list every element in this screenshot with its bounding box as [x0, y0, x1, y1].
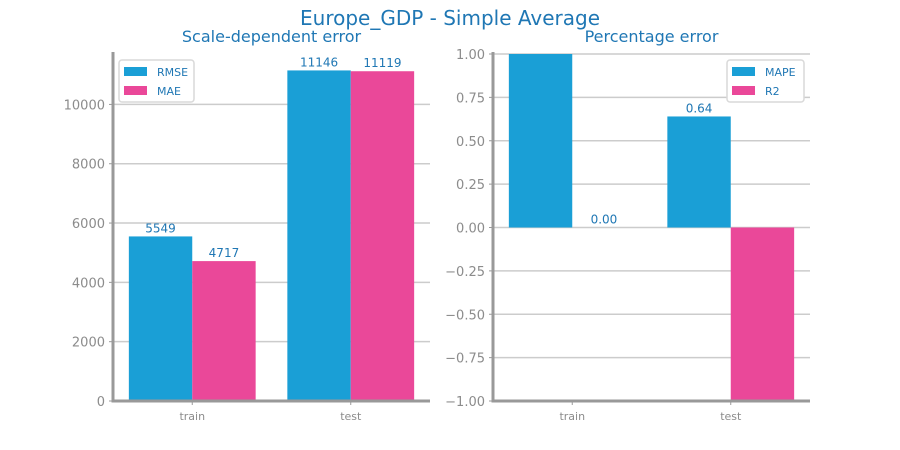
y-tick-label: −0.75: [445, 352, 485, 367]
legend-entry: R2: [765, 85, 780, 98]
data-label: 0.00: [591, 213, 618, 227]
legend-entry: RMSE: [157, 66, 188, 79]
legend-entry: MAE: [157, 85, 181, 98]
bar-r2-test: [730, 227, 795, 401]
y-tick-label: 0.50: [456, 135, 485, 150]
y-tick-label: 0.25: [456, 178, 485, 193]
data-label: 11146: [300, 55, 338, 69]
chart-title: Percentage error: [585, 27, 719, 46]
bar-mape-test: [667, 116, 731, 228]
x-tick-label: train: [559, 410, 585, 423]
data-label: 0.64: [686, 101, 713, 115]
y-tick-label: −0.25: [445, 265, 485, 280]
data-label: 11119: [363, 56, 401, 70]
y-tick-label: 10000: [64, 98, 105, 113]
y-tick-label: 0.75: [456, 91, 485, 106]
y-tick-label: 4000: [72, 276, 105, 291]
legend-swatch: [732, 86, 755, 95]
y-tick-label: 0.00: [456, 222, 485, 237]
y-tick-label: −1.00: [445, 395, 485, 410]
chart-title: Scale-dependent error: [182, 27, 362, 46]
legend-swatch: [732, 67, 755, 76]
chart-panel-2: 0.64 0.00 −1.00 −0.75 −0.50 −0.25 0.00 0.25 0.50…: [445, 27, 810, 423]
figure-title: Europe_GDP - Simple Average: [300, 6, 600, 30]
x-tick-label: test: [340, 410, 362, 423]
y-tick-label: 6000: [72, 217, 105, 232]
y-tick-label: 2000: [72, 336, 105, 351]
legend-swatch: [124, 67, 147, 76]
data-label: 4717: [209, 246, 240, 260]
legend-entry: MAPE: [765, 66, 796, 79]
y-tick-label: 8000: [72, 158, 105, 173]
bar-rmse-train: [128, 236, 193, 401]
x-tick-label: train: [179, 410, 205, 423]
bar-mape-train: [508, 54, 573, 228]
bar-mae-train: [192, 261, 256, 401]
legend: MAPE R2: [726, 59, 805, 103]
bar-rmse-test: [287, 70, 351, 401]
y-tick-label: 0: [97, 395, 105, 410]
y-tick-label: 1.00: [456, 48, 485, 63]
y-tick-label: −0.50: [445, 308, 485, 323]
legend-swatch: [124, 86, 147, 95]
chart-panel-1: 5549 11146 4717 11119 0 2000 4000 6000 8000 10000…: [64, 27, 430, 423]
data-label: 5549: [145, 221, 176, 235]
bar-mae-test: [350, 71, 415, 401]
x-tick-label: test: [720, 410, 742, 423]
legend: RMSE MAE: [118, 59, 195, 103]
